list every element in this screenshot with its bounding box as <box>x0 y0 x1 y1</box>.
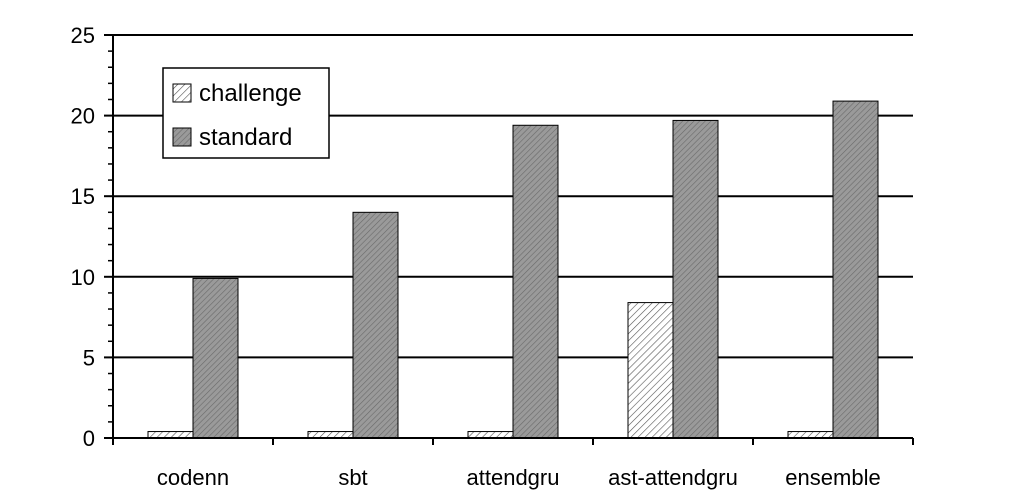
x-tick-label-attendgru: attendgru <box>467 465 560 490</box>
bar-standard-ast-attendgru <box>672 119 719 439</box>
legend-swatch-challenge <box>172 83 192 103</box>
tick-labels: 0 5 10 15 20 25 codenn sbt attendgru ast-attendgr… <box>71 23 881 490</box>
y-tick-label-10: 10 <box>71 265 95 290</box>
x-tick-label-sbt: sbt <box>338 465 367 490</box>
bar-standard-attendgru <box>512 124 559 439</box>
legend: challenge standard <box>162 67 330 159</box>
y-tick-label-20: 20 <box>71 104 95 129</box>
bar-standard-ensemble <box>832 100 879 439</box>
x-tick-label-ast-attendgru: ast-attendgru <box>608 465 738 490</box>
legend-label-challenge: challenge <box>199 80 302 107</box>
y-tick-label-0: 0 <box>83 426 95 451</box>
bar-standard-sbt <box>352 211 399 439</box>
bar-standard-codenn <box>192 277 239 439</box>
y-tick-label-5: 5 <box>83 345 95 370</box>
bar-challenge-ast-attendgru <box>627 302 674 439</box>
x-tick-label-ensemble: ensemble <box>785 465 880 490</box>
y-tick-label-25: 25 <box>71 23 95 48</box>
legend-label-standard: standard <box>199 124 292 151</box>
y-tick-label-15: 15 <box>71 184 95 209</box>
legend-swatch-standard <box>172 127 192 147</box>
axes <box>104 34 914 445</box>
x-tick-label-codenn: codenn <box>157 465 229 490</box>
